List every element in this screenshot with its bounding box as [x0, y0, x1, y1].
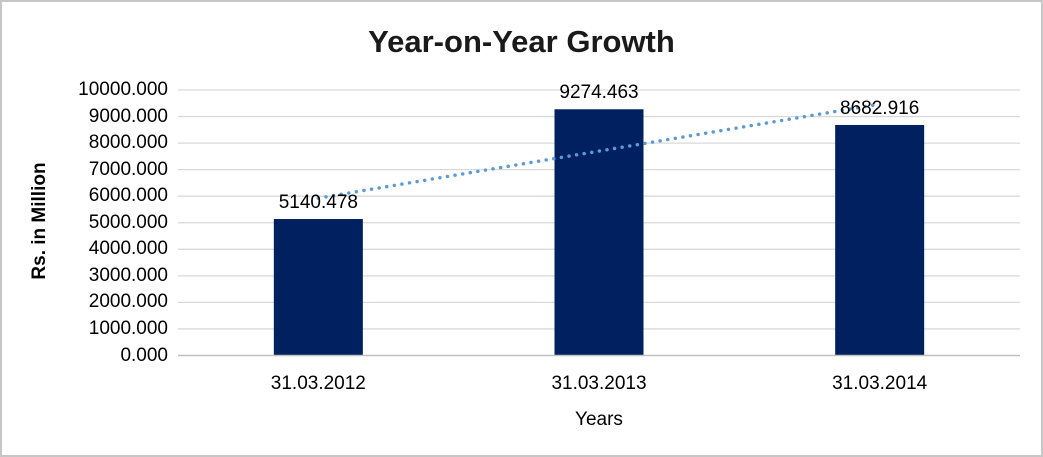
y-tick-label: 10000.000 [78, 79, 168, 100]
y-tick-label: 6000.000 [88, 185, 168, 207]
x-category-label: 31.03.2012 [270, 373, 366, 394]
y-tick-label: 3000.000 [88, 264, 168, 286]
y-tick-label: 9000.000 [88, 105, 168, 127]
x-category-label: 31.03.2013 [551, 373, 647, 394]
bar-data-label: 9274.463 [559, 82, 639, 104]
bar-data-label: 5140.478 [278, 192, 358, 214]
y-tick-label: 4000.000 [88, 238, 168, 260]
x-category-label: 31.03.2014 [832, 373, 928, 394]
y-tick-label: 1000.000 [88, 317, 168, 339]
y-tick-label: 8000.000 [88, 132, 168, 154]
chart-title: Year-on-Year Growth [368, 24, 675, 59]
y-tick-label: 5000.000 [88, 211, 168, 233]
bar [835, 124, 925, 356]
y-tick-label: 0.000 [120, 344, 168, 366]
y-tick-label: 2000.000 [88, 291, 168, 313]
bar [273, 219, 363, 356]
y-tick-label: 7000.000 [88, 158, 168, 180]
trendline [316, 102, 882, 200]
x-axis-title: Years [575, 409, 623, 430]
bar-data-label: 8682.916 [840, 97, 920, 119]
